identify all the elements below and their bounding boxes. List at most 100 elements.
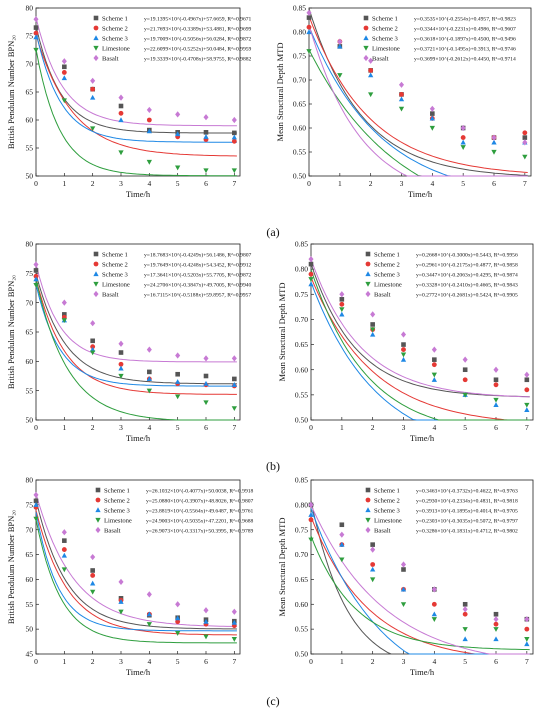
legend-fit-equation: y=0.2668×10^(-0.3000x)+0.5443, R²=0.9956 [416,252,518,259]
y-tick-label: 0.55 [295,625,308,634]
legend-fit-equation: y=19.7009×10^(-0.5056x)+56.0284, R²=0.98… [144,36,252,43]
legend-marker [365,290,371,298]
data-point-scheme-3 [231,134,237,140]
x-tick-label: 4 [147,179,151,188]
x-tick-label: 5 [463,423,467,432]
data-point-limestone [146,622,152,627]
data-point-scheme-1 [62,312,67,317]
legend-marker [93,261,99,267]
data-point-scheme-3 [491,139,497,145]
x-tick-label: 6 [204,657,208,666]
x-tick-label: 2 [369,179,373,188]
fit-curve-scheme-3 [35,284,237,387]
data-point-scheme-3 [146,376,152,382]
data-point-limestone [400,602,407,608]
data-point-scheme-2 [146,117,152,123]
data-point-basalt [460,124,466,132]
data-point-scheme-2 [339,301,345,307]
data-point-scheme-3 [118,117,124,123]
data-point-scheme-3 [118,599,124,604]
legend-marker [93,281,99,287]
fit-curve-basalt [35,263,237,363]
y-tick-label: 0.65 [293,100,306,109]
data-point-scheme-3 [203,380,209,386]
data-point-limestone [308,277,314,282]
chart-panel-4: 0 1 2 3 4 5 6 7 0.50 0.55 0.60 0.65 0.70 0.75 0.80 0.85… [277,240,534,443]
data-point-basalt [175,111,181,118]
legend-fit-equation: y=0.3344×10^(-0.2231x)+0.4986, R²=0.9607 [414,26,516,33]
data-point-basalt [306,9,312,16]
y-axis-label: Mean Structural Depth MTD [275,43,285,142]
data-point-basalt [308,255,314,263]
legend-series-name: Scheme 1 [102,16,128,23]
data-point-scheme-1 [147,369,152,375]
fit-curve-basalt [310,259,530,398]
x-axis-label: Time/h [410,667,435,677]
data-point-limestone [61,567,67,573]
data-point-limestone [33,516,39,522]
x-tick-label: 0 [34,657,38,666]
data-point-scheme-3 [175,379,181,384]
data-point-basalt [90,320,96,327]
x-tick-label: 6 [494,423,498,432]
x-tick-label: 1 [340,657,344,666]
data-point-basalt [146,346,152,353]
fit-curve-basalt [308,24,528,177]
y-axis-label: British Pendulum Number BPN₂₀ [6,275,16,389]
data-point-scheme-2 [462,611,468,617]
data-point-limestone [175,631,181,636]
data-point-basalt [61,299,67,306]
legend-fit-equation: y=0.3721×10^(-0.1495x)+0.3913, R²=0.9746 [414,46,516,53]
y-tick-label: 0.60 [295,365,308,374]
data-point-basalt [203,114,209,121]
legend-fit-equation: y=0.3699×10^(-0.2612x)+0.4450, R²=0.9714 [414,56,516,63]
data-point-scheme-1 [90,568,95,573]
y-axis-label: British Pendulum Number BPN₂₀ [6,510,16,624]
legend-series-name: Basalt [104,528,121,535]
x-tick-label: 6 [204,423,208,432]
fit-curve-scheme-1 [308,8,528,176]
x-tick-label: 2 [91,423,95,432]
y-tick-label: 60 [26,575,34,584]
x-tick-label: 4 [432,657,436,666]
y-tick-label: 0.70 [295,550,308,559]
legend-series-name: Scheme 1 [374,488,400,495]
data-point-scheme-2 [399,91,404,97]
data-point-scheme-1 [524,377,530,383]
y-tick-label: 0.65 [295,575,308,584]
data-point-scheme-1 [432,357,437,362]
data-point-scheme-2 [401,347,406,353]
legend-series-name: Scheme 2 [104,498,130,505]
legend-marker [363,25,369,31]
data-point-basalt [175,352,181,359]
data-point-scheme-3 [431,377,437,382]
data-point-basalt [431,586,437,593]
data-point-scheme-3 [306,29,312,35]
data-point-limestone [431,372,437,378]
legend-marker [365,507,371,513]
legend-fit-equation: y=0.3535×10^(-0.2554x)+0.4957, R²=0.9823 [414,16,516,23]
data-point-scheme-2 [61,547,67,553]
y-tick-label: 80 [26,4,34,13]
data-point-limestone [90,350,96,356]
data-point-scheme-1 [33,25,39,30]
data-point-basalt [231,116,237,124]
legend-marker [365,251,371,257]
data-point-limestone [493,397,499,403]
data-point-scheme-3 [203,618,209,624]
data-point-scheme-2 [524,387,530,393]
legend-series-name: Scheme 3 [102,272,129,279]
legend-series-name: Scheme 2 [102,262,128,269]
legend-marker [365,281,371,287]
data-point-scheme-1 [370,542,375,547]
legend-marker [93,54,99,62]
y-tick-label: 75 [26,500,34,509]
legend-fit-equation: y=0.2772×10^(-0.2681x)+0.5424, R²=0.9905 [416,292,518,299]
fit-curve-limestone [310,535,530,651]
y-tick-label: 65 [26,328,34,337]
x-tick-label: 3 [402,423,406,432]
data-point-scheme-2 [90,86,96,92]
legend-marker [93,25,99,31]
data-point-scheme-2 [308,517,314,523]
